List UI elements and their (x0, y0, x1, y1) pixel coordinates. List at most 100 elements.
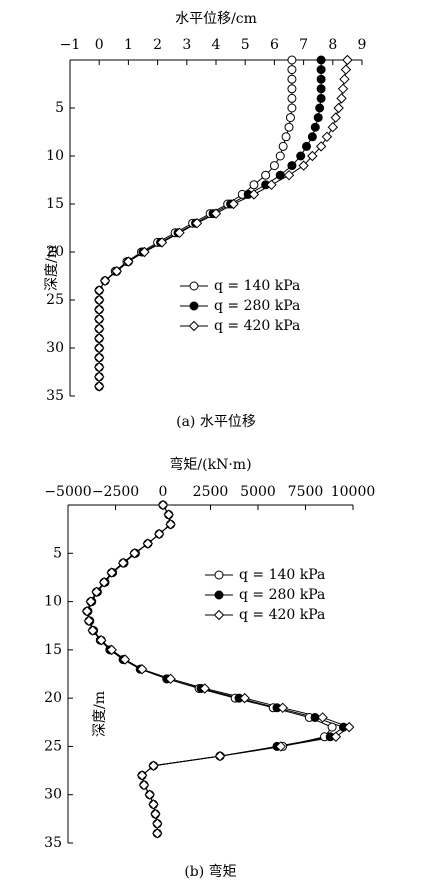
marker (142, 538, 154, 549)
legend-label: q = 140 kPa (214, 278, 300, 294)
legend-label: q = 280 kPa (239, 587, 325, 603)
marker (106, 567, 117, 578)
y-tick-label: 35 (44, 835, 62, 851)
legend-label: q = 280 kPa (214, 298, 300, 314)
legend-marker (213, 609, 225, 621)
marker (117, 557, 129, 569)
marker (278, 141, 288, 151)
marker (327, 722, 337, 732)
marker (210, 208, 222, 219)
y-tick-label: 10 (44, 594, 62, 610)
y-tick-label: 15 (46, 196, 64, 212)
y-tick-label: 5 (55, 100, 64, 116)
x-axis-title: 水平位移/cm (175, 11, 257, 27)
series-line (87, 504, 333, 834)
marker (269, 161, 279, 171)
marker (163, 509, 174, 520)
marker (157, 499, 169, 511)
marker (302, 141, 312, 151)
marker (239, 692, 250, 704)
legend-marker (189, 281, 199, 291)
marker (191, 217, 203, 229)
marker (261, 170, 271, 180)
marker (313, 113, 323, 123)
marker (316, 55, 326, 65)
marker (275, 741, 287, 752)
marker (317, 712, 328, 723)
marker (316, 93, 326, 103)
x-tick-label: 0 (159, 484, 168, 500)
x-axis-title: 弯矩/(kN·m) (169, 456, 251, 473)
marker (156, 237, 168, 248)
marker (93, 381, 105, 392)
marker (275, 151, 285, 161)
marker (85, 596, 97, 607)
x-tick-label: 10000 (331, 484, 376, 500)
marker (139, 246, 150, 258)
marker (287, 161, 297, 171)
marker (339, 73, 350, 85)
marker (330, 731, 342, 742)
marker (307, 132, 317, 142)
marker (165, 673, 176, 685)
marker (248, 189, 260, 200)
y-tick-label: 10 (46, 148, 64, 164)
x-tick-label: −1 (60, 37, 81, 53)
y-tick-label: 25 (44, 738, 62, 754)
marker (136, 663, 148, 675)
marker (266, 179, 277, 191)
marker (98, 577, 110, 588)
legend-marker (214, 570, 224, 580)
marker (310, 122, 320, 132)
marker (249, 180, 259, 190)
marker (287, 84, 297, 94)
marker (81, 606, 93, 617)
y-tick-label: 25 (46, 292, 64, 308)
marker (296, 151, 306, 161)
marker (284, 122, 294, 132)
y-tick-label: 30 (44, 787, 62, 803)
marker (277, 702, 288, 714)
marker (287, 93, 297, 103)
series-line (86, 504, 351, 834)
marker (298, 160, 309, 171)
marker (129, 548, 140, 559)
marker (87, 625, 98, 636)
legend-label: q = 420 kPa (239, 607, 325, 623)
marker (148, 760, 159, 771)
y-tick-label: 15 (44, 642, 62, 658)
marker (150, 808, 161, 820)
marker (136, 770, 148, 781)
legend-label: q = 140 kPa (239, 567, 325, 583)
marker (336, 93, 347, 104)
marker (275, 170, 285, 180)
x-tick-label: 2 (153, 37, 162, 53)
marker (83, 615, 95, 627)
marker (144, 789, 155, 800)
x-tick-label: 4 (212, 37, 221, 53)
marker (316, 74, 326, 84)
y-tick-label: 30 (46, 340, 64, 356)
legend-marker (189, 301, 199, 311)
marker (287, 103, 297, 113)
marker (315, 103, 325, 113)
marker (285, 113, 295, 123)
marker (214, 750, 226, 762)
marker (327, 121, 339, 133)
marker (228, 198, 239, 210)
series-line (86, 504, 345, 834)
y-tick-label: 5 (53, 545, 62, 561)
x-tick-label: 9 (358, 37, 367, 53)
marker (96, 634, 107, 646)
marker (316, 65, 326, 75)
marker (342, 54, 353, 66)
marker (111, 265, 122, 277)
x-tick-label: 3 (182, 37, 191, 53)
caption: (b) 弯矩 (184, 863, 236, 880)
x-tick-label: −5000 (44, 484, 91, 500)
y-tick-label: 35 (46, 388, 64, 404)
legend-label: q = 420 kPa (214, 318, 300, 334)
legend-marker (188, 320, 200, 332)
marker (340, 64, 352, 75)
